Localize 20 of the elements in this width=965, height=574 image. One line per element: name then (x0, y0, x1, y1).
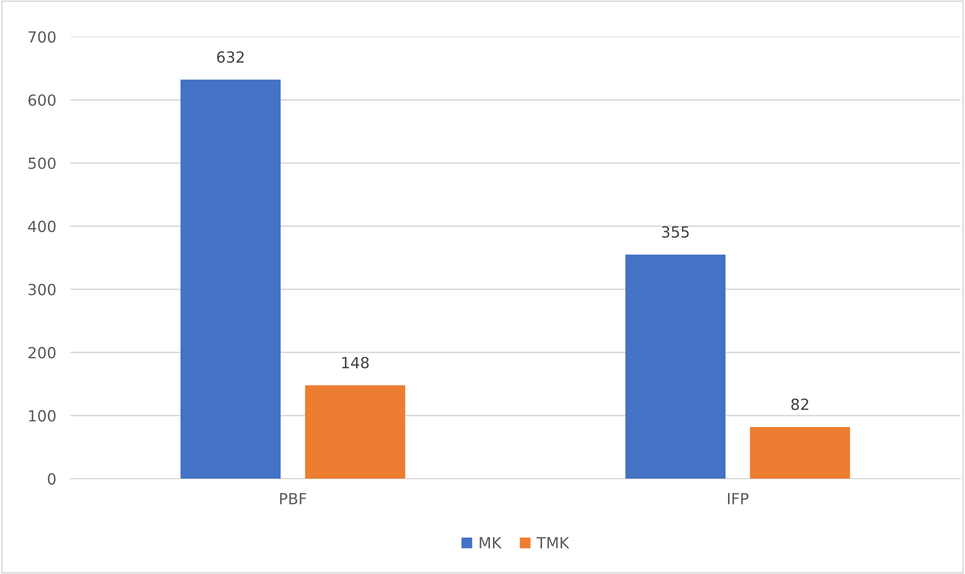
y-tick-label: 100 (29, 410, 56, 422)
x-tick-label: PBF (280, 493, 306, 504)
y-tick-label: 200 (28, 346, 56, 358)
y-tick-label: 0 (48, 473, 56, 485)
bar (625, 254, 726, 479)
y-tick-label: 400 (28, 220, 56, 232)
data-label: 355 (662, 226, 689, 238)
y-tick-label: 500 (28, 157, 56, 170)
data-label: 82 (791, 398, 808, 410)
x-tick-label: IFP (728, 493, 748, 504)
y-tick-label: 300 (28, 284, 56, 296)
y-tick-label: 600 (28, 94, 56, 106)
legend-label: MK (480, 537, 502, 548)
data-label: 148 (342, 356, 369, 368)
bar (305, 385, 406, 479)
data-label: 632 (217, 51, 244, 63)
bar (180, 80, 281, 479)
legend-label: TMK (536, 537, 570, 548)
bar (750, 426, 850, 479)
y-tick-label: 700 (28, 31, 56, 43)
